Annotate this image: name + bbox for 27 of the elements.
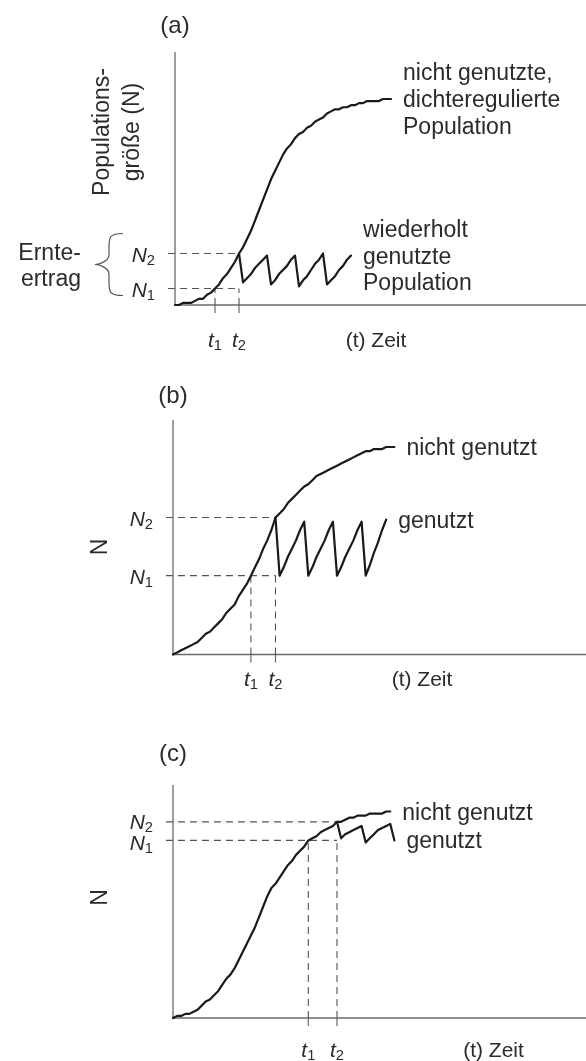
y-axis-title: N bbox=[86, 889, 112, 906]
x-axis-title: (t) Zeit bbox=[391, 666, 453, 690]
chart-title: (b) bbox=[158, 380, 188, 407]
text: Ernte- ertrag bbox=[18, 238, 81, 291]
x-axis-title: (t) Zeit bbox=[463, 1037, 524, 1061]
ref-line-label: N$_{2}$ bbox=[131, 242, 155, 268]
ref-line-label: N$_{2}$ bbox=[129, 809, 153, 835]
series-label: genutzt bbox=[398, 506, 475, 533]
x-tick-label: t$_{2}$ bbox=[268, 666, 283, 693]
y-axis-title: Populations- größe (N) bbox=[88, 68, 144, 196]
chart-title: (a) bbox=[160, 10, 190, 38]
x-axis-title: (t) Zeit bbox=[345, 327, 407, 351]
ref-line-label: N$_{1}$ bbox=[131, 277, 155, 303]
x-tick-label: t$_{1}$ bbox=[243, 666, 258, 693]
x-tick-label: t$_{2}$ bbox=[231, 327, 247, 354]
x-tick-label: t$_{1}$ bbox=[301, 1037, 316, 1061]
x-tick-label: t$_{2}$ bbox=[329, 1037, 345, 1061]
series-label: nicht genutzt bbox=[406, 434, 538, 460]
ref-line-label: N$_{2}$ bbox=[129, 506, 153, 532]
ref-line-label: N$_{1}$ bbox=[129, 564, 153, 590]
chart-title: (c) bbox=[159, 738, 187, 766]
x-tick-label: t$_{1}$ bbox=[207, 327, 223, 354]
series-label: genutzt bbox=[406, 827, 483, 854]
series-label: nicht genutzte, dichteregulierte Population bbox=[403, 59, 561, 139]
y-axis-title: N bbox=[86, 538, 112, 556]
series-label: wiederholt genutzte Population bbox=[362, 215, 472, 296]
series-label: nicht genutzt bbox=[402, 798, 534, 825]
